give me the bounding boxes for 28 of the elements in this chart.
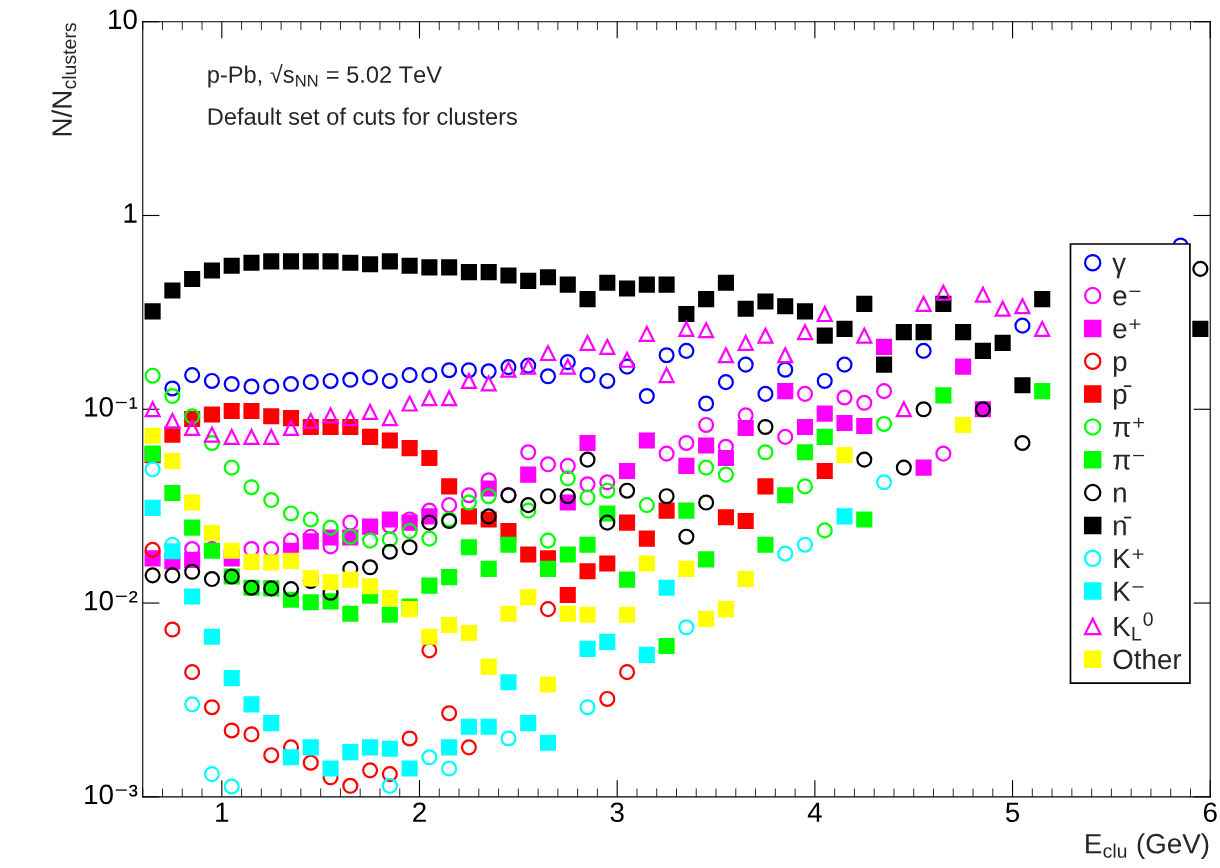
x-tick-label: 5	[1005, 802, 1020, 823]
x-axis-title: E$_{clu}$ (GeV)	[1086, 833, 1209, 860]
y-tick-label: 10⁻³	[85, 784, 138, 805]
legend-label: Other	[1113, 648, 1182, 670]
legend-label: π⁺	[1113, 417, 1145, 437]
annotation: p-Pb, √s$_{NN}$ = 5.02 TeV	[208, 64, 442, 88]
y-tick-label: 1	[124, 203, 137, 223]
legend-label: e⁺	[1113, 319, 1141, 339]
y-tick-label: 10⁻²	[85, 590, 138, 611]
annotation: Default set of cuts for clusters	[208, 107, 517, 125]
x-tick-label: 4	[807, 802, 822, 822]
legend-label: n̄	[1113, 516, 1132, 536]
x-tick-label: 3	[610, 802, 624, 823]
x-tick-label: 6	[1203, 802, 1217, 823]
legend-label: p̄	[1113, 385, 1132, 410]
legend-label: K⁻	[1114, 581, 1144, 601]
legend-label: n	[1113, 487, 1126, 503]
legend-label: γ	[1112, 257, 1126, 279]
legend-label: K⁺	[1114, 548, 1144, 568]
legend-label: π⁻	[1113, 454, 1145, 470]
legend-label: K$_{L}$$^{0}$	[1114, 612, 1153, 641]
legend-label: e⁻	[1113, 290, 1141, 306]
x-tick-label: 1	[216, 802, 229, 822]
x-tick-label: 2	[413, 802, 426, 822]
y-axis-title: N/N$_{clusters}$	[51, 23, 77, 136]
y-tick-label: 10	[109, 9, 137, 30]
y-tick-label: 10⁻¹	[85, 397, 138, 417]
legend-label: p	[1113, 356, 1127, 377]
